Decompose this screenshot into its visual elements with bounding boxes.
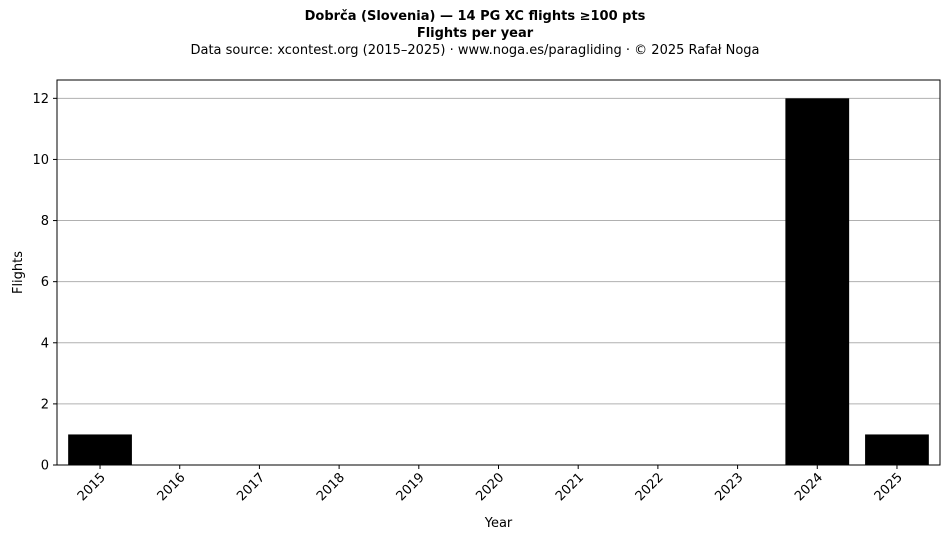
y-tick-label: 10 [32, 153, 49, 168]
y-tick-label: 6 [41, 275, 49, 290]
x-axis-label: Year [484, 516, 513, 531]
y-tick-label: 0 [41, 459, 49, 474]
bar-2015 [68, 434, 132, 465]
x-tick-label: 2023 [712, 470, 746, 504]
bar-2024 [785, 98, 850, 465]
chart-titles: Dobrča (Slovenia) — 14 PG XC flights ≥10… [0, 8, 950, 59]
y-axis-label: Flights [11, 251, 26, 294]
bar-2025 [865, 434, 929, 465]
x-tick-label: 2019 [394, 470, 428, 504]
y-axis-ticks: 0 2 4 6 8 10 12 [32, 92, 57, 474]
x-tick-label: 2025 [872, 470, 906, 504]
y-tick-label: 4 [41, 336, 49, 351]
chart-source-note: Data source: xcontest.org (2015–2025) · … [190, 43, 760, 58]
x-tick-label: 2020 [473, 470, 507, 504]
chart-subtitle: Flights per year [416, 26, 534, 41]
x-axis-ticks: 2015 2016 2017 2018 2019 2020 2021 2022 2023 2024… [75, 465, 906, 504]
x-tick-label: 2016 [155, 470, 189, 504]
chart-title: Dobrča (Slovenia) — 14 PG XC flights ≥10… [304, 9, 646, 24]
x-tick-label: 2017 [234, 470, 268, 504]
x-tick-label: 2022 [633, 470, 667, 504]
x-tick-label: 2024 [792, 470, 826, 504]
x-tick-label: 2018 [314, 470, 348, 504]
x-tick-label: 2021 [553, 470, 587, 504]
y-tick-label: 2 [41, 397, 49, 412]
x-tick-label: 2015 [75, 470, 109, 504]
y-tick-label: 12 [32, 92, 49, 107]
bars [68, 98, 929, 465]
y-tick-label: 8 [41, 214, 49, 229]
